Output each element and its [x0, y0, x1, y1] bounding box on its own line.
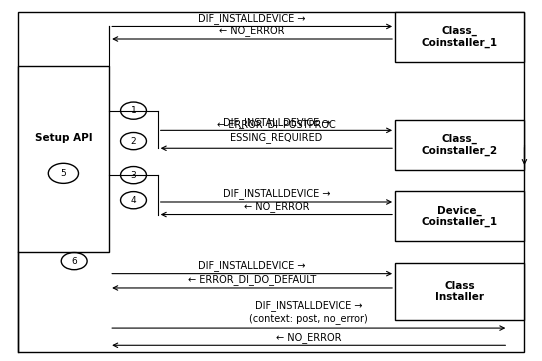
Text: Class_
Coinstaller_1: Class_ Coinstaller_1: [422, 26, 498, 48]
Bar: [17, 66, 109, 252]
Bar: [395, 191, 525, 242]
Text: DIF_INSTALLDEVICE →: DIF_INSTALLDEVICE →: [198, 260, 306, 271]
Text: 1: 1: [131, 106, 137, 115]
Bar: [395, 119, 525, 170]
Text: 2: 2: [131, 136, 136, 145]
Text: 5: 5: [61, 169, 66, 178]
Text: DIF_INSTALLDEVICE →
(context: post, no_error): DIF_INSTALLDEVICE → (context: post, no_e…: [249, 300, 368, 324]
Text: Class_
Coinstaller_2: Class_ Coinstaller_2: [422, 134, 498, 156]
Text: 3: 3: [131, 171, 137, 180]
Text: Device_
Coinstaller_1: Device_ Coinstaller_1: [422, 205, 498, 227]
Text: 6: 6: [72, 257, 77, 266]
Text: ← NO_ERROR: ← NO_ERROR: [276, 332, 341, 343]
Bar: [395, 12, 525, 62]
Text: Class
Installer: Class Installer: [435, 281, 484, 303]
Text: ← ERROR_DI_POSTPROC
ESSING_REQUIRED: ← ERROR_DI_POSTPROC ESSING_REQUIRED: [217, 119, 335, 143]
Text: Setup API: Setup API: [35, 132, 92, 143]
Text: DIF_INSTALLDEVICE →: DIF_INSTALLDEVICE →: [198, 13, 306, 24]
Text: DIF_INSTALLDEVICE →: DIF_INSTALLDEVICE →: [223, 188, 330, 200]
Text: ← ERROR_DI_DO_DEFAULT: ← ERROR_DI_DO_DEFAULT: [188, 275, 316, 286]
Text: DIF_INSTALLDEVICE →: DIF_INSTALLDEVICE →: [223, 117, 330, 128]
Text: 4: 4: [131, 196, 136, 205]
Text: ← NO_ERROR: ← NO_ERROR: [244, 201, 309, 212]
Bar: [395, 263, 525, 320]
Text: ← NO_ERROR: ← NO_ERROR: [220, 26, 285, 36]
